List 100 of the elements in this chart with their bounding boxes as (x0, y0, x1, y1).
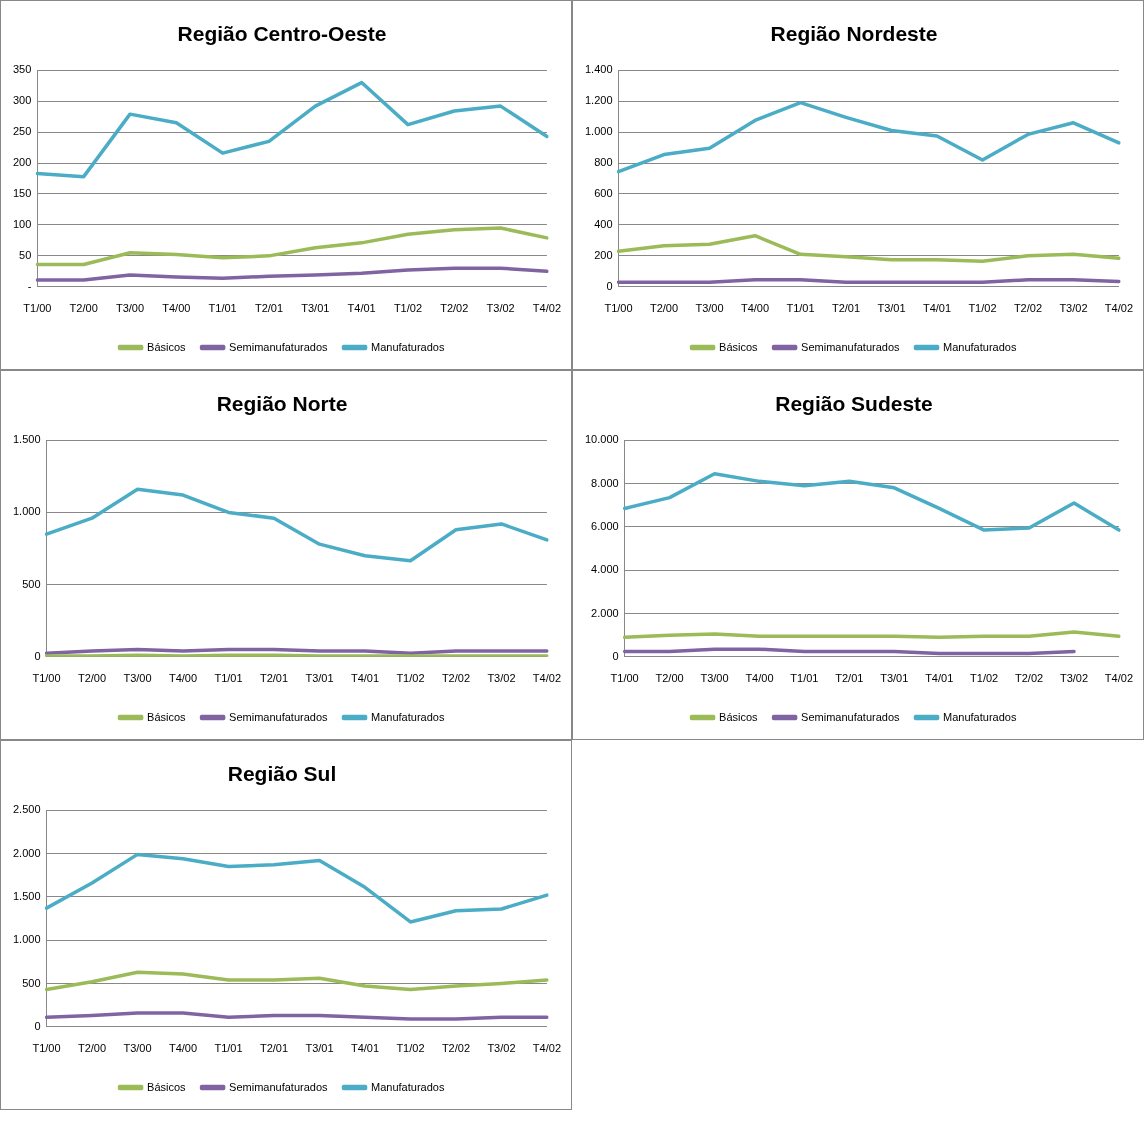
x-tick-label: T2/01 (259, 1042, 289, 1055)
x-tick-label: T1/01 (214, 672, 243, 685)
x-tick-label: T3/01 (305, 672, 334, 685)
legend-label: Básicos (719, 710, 759, 723)
x-tick-label: T3/01 (880, 672, 909, 685)
y-tick-label: 1.000 (13, 505, 41, 518)
x-tick-label: T2/00 (69, 302, 98, 315)
x-tick-label: T2/02 (441, 672, 471, 685)
y-tick-label: 1.500 (13, 889, 41, 902)
y-tick-label: 150 (12, 187, 32, 199)
x-tick-label: T1/00 (23, 302, 52, 315)
y-tick-label: 250 (12, 125, 32, 138)
y-tick-label: 100 (12, 217, 32, 230)
y-tick-label: 400 (594, 217, 613, 230)
legend-label: Básicos (147, 340, 187, 353)
x-tick-label: T1/00 (610, 672, 639, 685)
x-tick-label: T2/01 (254, 302, 284, 315)
x-tick-label: T3/00 (115, 302, 145, 315)
x-tick-label: T3/00 (695, 302, 724, 315)
y-tick-label: 500 (22, 577, 41, 590)
x-tick-label: T3/01 (877, 302, 906, 315)
x-tick-label: T4/02 (1104, 672, 1134, 685)
x-tick-label: T1/01 (208, 302, 237, 315)
x-tick-label: T3/01 (301, 302, 330, 315)
x-tick-label: T4/01 (347, 302, 376, 315)
x-tick-label: T4/00 (745, 672, 774, 685)
x-tick-label: T1/00 (32, 1042, 61, 1055)
x-tick-label: T1/02 (968, 302, 997, 315)
x-tick-label: T3/02 (1059, 672, 1089, 685)
y-tick-label: 200 (594, 248, 613, 261)
x-tick-label: T4/00 (162, 302, 191, 315)
x-tick-label: T2/01 (835, 672, 864, 685)
legend-label: Semimanufaturados (229, 710, 329, 723)
x-tick-label: T2/00 (77, 672, 107, 685)
y-tick-label: 0 (34, 1019, 41, 1032)
y-tick-label: 1.000 (585, 125, 613, 138)
y-tick-label: 0 (34, 649, 41, 662)
x-tick-label: T2/02 (440, 302, 469, 315)
x-tick-label: T2/01 (831, 302, 861, 315)
y-tick-label: 1.400 (585, 63, 613, 76)
x-tick-label: T4/00 (740, 302, 770, 315)
y-tick-label: 2.000 (591, 606, 619, 619)
y-tick-label: 2.000 (13, 846, 41, 859)
x-tick-label: T1/01 (214, 1042, 243, 1055)
x-tick-label: T4/01 (925, 672, 954, 685)
x-tick-label: T4/00 (168, 672, 198, 685)
chart-title: Região Sudeste (775, 392, 933, 416)
x-tick-label: T1/01 (790, 672, 819, 685)
y-tick-label: 2.500 (13, 803, 41, 816)
x-tick-label: T1/00 (32, 672, 61, 685)
x-tick-label: T4/02 (532, 302, 562, 315)
legend-label: Básicos (719, 340, 759, 353)
x-tick-label: T3/00 (700, 672, 729, 685)
y-tick-label: 50 (19, 248, 32, 261)
x-tick-label: T1/02 (396, 1042, 425, 1055)
chart-title: Região Norte (216, 392, 348, 416)
x-tick-label: T3/00 (123, 672, 152, 685)
legend-label: Manufaturados (943, 340, 1017, 353)
x-tick-label: T4/01 (350, 1042, 380, 1055)
x-tick-label: T1/00 (604, 302, 633, 315)
x-tick-label: T1/02 (396, 672, 425, 685)
x-tick-label: T2/02 (441, 1042, 471, 1055)
y-tick-label: 0 (606, 279, 613, 292)
y-tick-label: 4.000 (591, 563, 619, 576)
y-tick-label: 800 (594, 156, 613, 169)
x-tick-label: T2/02 (1013, 302, 1043, 315)
legend-label: Semimanufaturados (229, 1080, 329, 1093)
x-tick-label: T3/02 (486, 302, 515, 315)
legend-label: Básicos (147, 710, 187, 723)
x-tick-label: T3/02 (1059, 302, 1088, 315)
x-tick-label: T4/01 (922, 302, 952, 315)
x-tick-label: T3/02 (487, 672, 516, 685)
y-tick-label: 8.000 (591, 476, 619, 489)
y-tick-label: 300 (12, 94, 32, 107)
y-tick-label: 350 (12, 63, 32, 76)
x-tick-label: T2/02 (1014, 672, 1044, 685)
x-tick-label: T1/02 (970, 672, 999, 685)
y-tick-label: 600 (594, 187, 613, 199)
x-tick-label: T3/01 (305, 1042, 334, 1055)
x-tick-label: T4/02 (1104, 302, 1134, 315)
chart-title: Região Sul (227, 762, 337, 786)
chart-title: Região Nordeste (770, 22, 938, 46)
x-tick-label: T2/00 (655, 672, 684, 685)
y-tick-label: 1.200 (585, 94, 613, 107)
legend-label: Manufaturados (371, 1080, 445, 1093)
x-tick-label: T1/01 (786, 302, 815, 315)
x-tick-label: T3/00 (123, 1042, 152, 1055)
x-tick-label: T4/02 (532, 672, 562, 685)
y-tick-label: - (27, 279, 32, 292)
x-tick-label: T4/01 (350, 672, 380, 685)
y-tick-label: 1.500 (13, 433, 41, 446)
legend-label: Manufaturados (371, 340, 445, 353)
legend-label: Semimanufaturados (801, 710, 901, 723)
x-tick-label: T2/00 (649, 302, 679, 315)
x-tick-label: T4/00 (168, 1042, 198, 1055)
chart-title: Região Centro-Oeste (177, 22, 387, 46)
legend-label: Semimanufaturados (229, 340, 329, 353)
y-tick-label: 200 (12, 156, 32, 169)
y-tick-label: 0 (612, 649, 619, 662)
x-tick-label: T2/01 (259, 672, 289, 685)
